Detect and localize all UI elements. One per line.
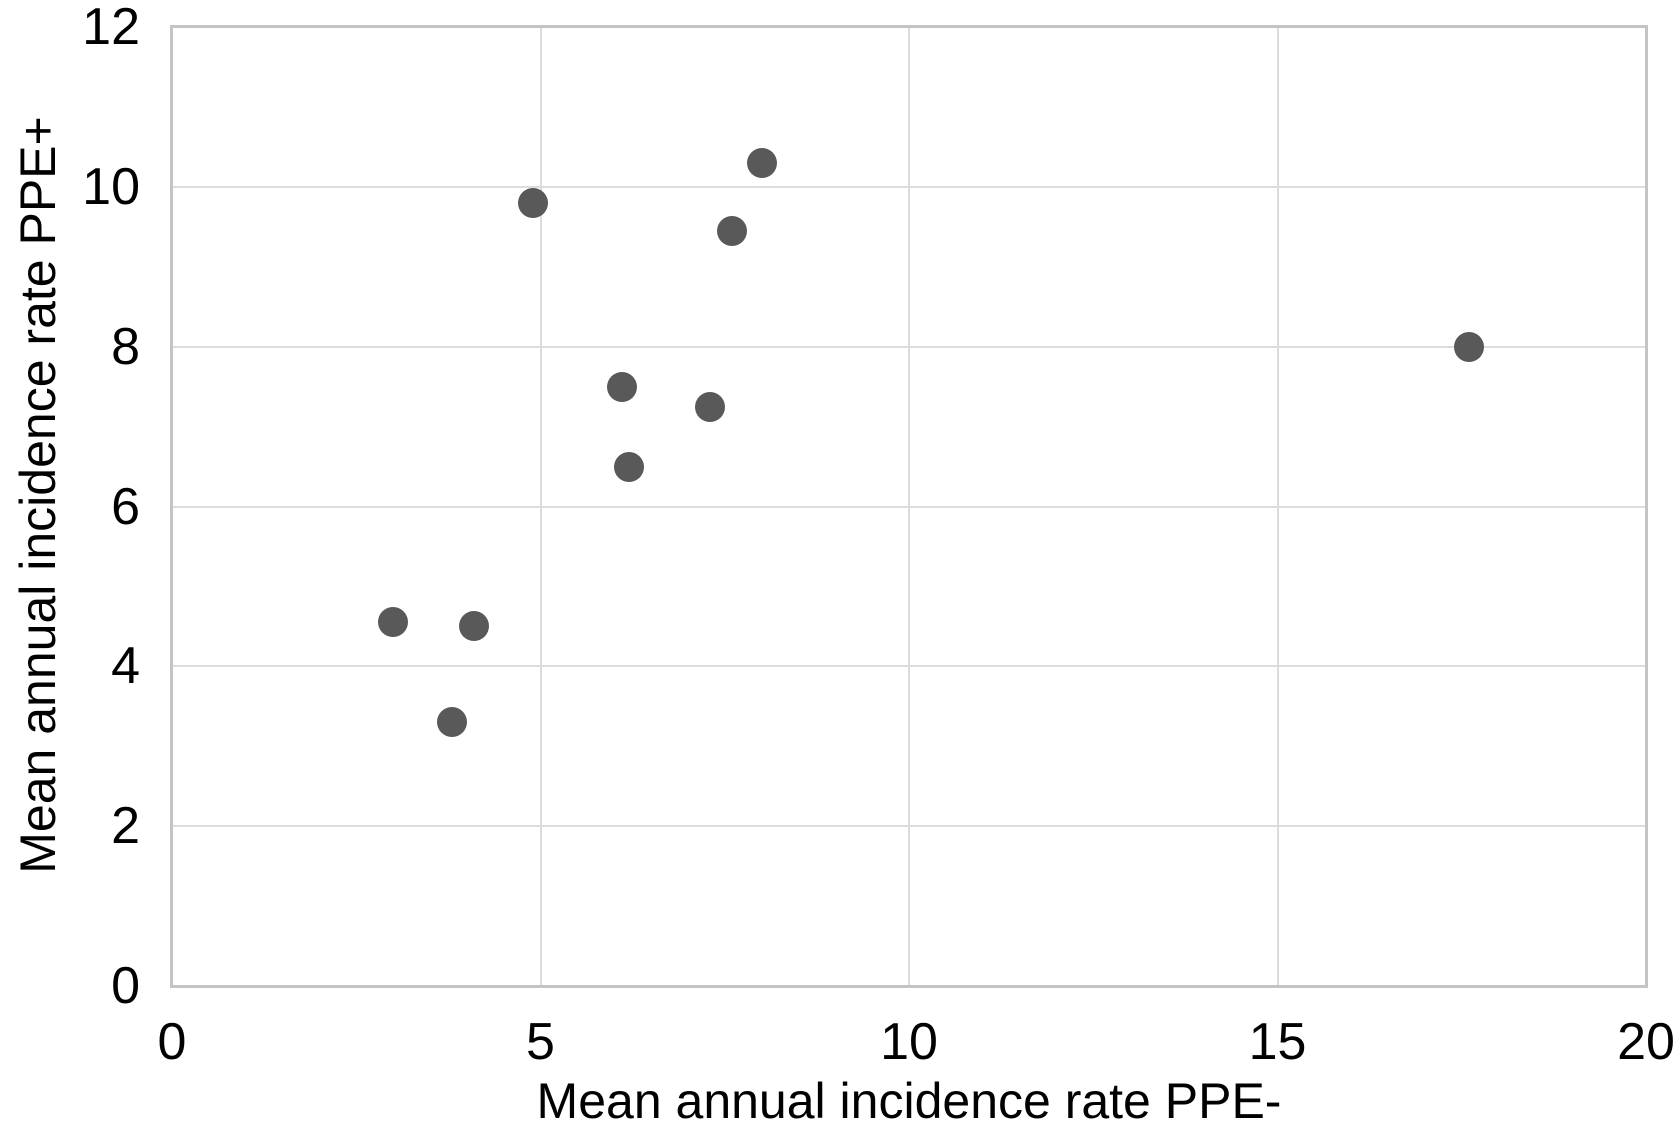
- y-tick-label: 0: [111, 957, 140, 1015]
- data-point: [613, 451, 644, 482]
- data-point: [378, 607, 409, 638]
- plot-area: [170, 25, 1648, 988]
- data-point: [518, 187, 549, 218]
- horizontal-gridline: [172, 185, 1646, 188]
- x-axis-title: Mean annual incidence rate PPE-: [536, 1073, 1282, 1129]
- x-tick-label: 15: [1248, 1013, 1307, 1071]
- y-tick-label: 6: [111, 477, 140, 536]
- y-tick-label: 2: [111, 797, 140, 856]
- data-point: [437, 707, 468, 738]
- x-tick-label: 5: [526, 1013, 555, 1071]
- y-tick-label: 12: [82, 0, 140, 56]
- data-point: [606, 371, 637, 402]
- x-tick-label: 10: [880, 1013, 938, 1071]
- data-point: [459, 611, 490, 642]
- data-point: [695, 391, 725, 422]
- horizontal-gridline: [172, 505, 1646, 508]
- data-point: [717, 215, 748, 246]
- y-tick-label: 4: [111, 637, 140, 696]
- data-point: [746, 147, 777, 178]
- horizontal-gridline: [172, 665, 1646, 668]
- y-tick-label: 8: [111, 317, 140, 376]
- x-tick-label: 0: [157, 1013, 187, 1071]
- y-axis-title: Mean annual incidence rate PPE+: [10, 116, 66, 874]
- horizontal-gridline: [172, 825, 1646, 828]
- y-tick-label: 10: [82, 157, 140, 216]
- x-tick-label: 20: [1617, 1013, 1675, 1071]
- horizontal-gridline: [172, 345, 1646, 348]
- data-point: [1454, 331, 1485, 362]
